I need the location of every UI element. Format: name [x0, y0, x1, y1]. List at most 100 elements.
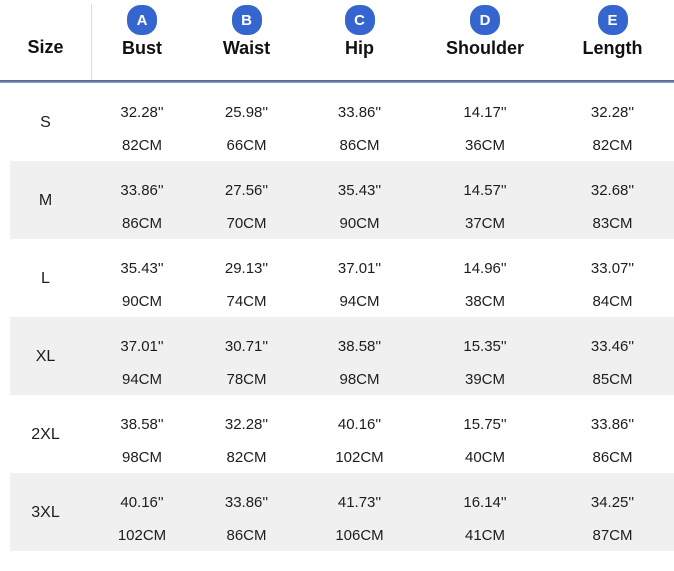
waist-cell: 27.56'' 70CM — [193, 161, 300, 240]
value-cm: 82CM — [121, 137, 162, 154]
value-inches: 38.58'' — [337, 338, 382, 355]
shoulder-cell: 14.57'' 37CM — [419, 161, 551, 240]
value-inches: 32.28'' — [120, 104, 164, 121]
bust-cell: 32.28'' 82CM — [91, 83, 193, 162]
value-inches: 33.86'' — [120, 182, 164, 199]
hip-cell: 37.01'' 94CM — [300, 239, 419, 318]
shoulder-cell: 16.14'' 41CM — [419, 473, 551, 552]
size-label: S — [40, 113, 51, 131]
column-header-length: E Length — [551, 0, 674, 80]
size-header-label: Size — [27, 36, 64, 57]
waist-cell: 29.13'' 74CM — [193, 239, 300, 318]
value-cm: 86CM — [226, 527, 267, 544]
waist-cell: 32.28'' 82CM — [193, 395, 300, 474]
length-cell: 34.25'' 87CM — [551, 473, 674, 552]
value-cm: 74CM — [226, 293, 267, 310]
value-cm: 66CM — [226, 137, 267, 154]
value-cm: 40CM — [464, 449, 505, 466]
value-cm: 39CM — [464, 371, 505, 388]
value-cm: 36CM — [464, 137, 505, 154]
table-row-m: M 33.86'' 86CM 27.56'' 70CM 35.43'' 90CM… — [0, 161, 674, 239]
bust-cell: 33.86'' 86CM — [91, 161, 193, 240]
value-cm: 90CM — [339, 215, 380, 232]
value-inches: 35.43'' — [337, 182, 382, 199]
size-column-divider — [91, 4, 92, 80]
length-cell: 32.28'' 82CM — [551, 83, 674, 162]
shoulder-cell: 14.17'' 36CM — [419, 83, 551, 162]
value-cm: 84CM — [592, 293, 633, 310]
value-inches: 33.86'' — [590, 416, 635, 433]
size-chart-header: Size A Bust B Waist C Hip D Shoulder E L… — [0, 0, 674, 80]
value-cm: 90CM — [121, 293, 162, 310]
value-inches: 30.71'' — [224, 338, 269, 355]
size-label: L — [41, 269, 50, 287]
waist-cell: 33.86'' 86CM — [193, 473, 300, 552]
size-label: 3XL — [31, 503, 60, 521]
length-cell: 33.46'' 85CM — [551, 317, 674, 396]
size-label: 2XL — [31, 425, 60, 443]
letter-e-badge-icon: E — [597, 5, 628, 35]
value-cm: 98CM — [339, 371, 380, 388]
value-cm: 38CM — [464, 293, 505, 310]
value-cm: 41CM — [464, 527, 505, 544]
table-row-xl: XL 37.01'' 94CM 30.71'' 78CM 38.58'' 98C… — [0, 317, 674, 395]
table-row-l: L 35.43'' 90CM 29.13'' 74CM 37.01'' 94CM… — [0, 239, 674, 317]
value-inches: 25.98'' — [224, 104, 269, 121]
table-row-2xl: 2XL 38.58'' 98CM 32.28'' 82CM 40.16'' 10… — [0, 395, 674, 473]
value-cm: 102CM — [117, 527, 167, 544]
size-column-header: Size — [0, 0, 91, 80]
value-cm: 102CM — [335, 449, 384, 466]
value-inches: 33.07'' — [590, 260, 635, 277]
bust-header-label: Bust — [122, 38, 162, 58]
value-inches: 14.57'' — [463, 182, 507, 199]
value-inches: 32.68'' — [590, 182, 635, 199]
value-inches: 27.56'' — [224, 182, 269, 199]
header-separator-line — [0, 80, 674, 83]
value-cm: 82CM — [226, 449, 267, 466]
length-header-label: Length — [582, 38, 643, 58]
column-header-shoulder: D Shoulder — [419, 0, 551, 80]
length-cell: 32.68'' 83CM — [551, 161, 674, 240]
value-inches: 15.75'' — [463, 416, 507, 433]
value-inches: 29.13'' — [224, 260, 269, 277]
value-cm: 94CM — [339, 293, 380, 310]
hip-cell: 38.58'' 98CM — [300, 317, 419, 396]
column-header-waist: B Waist — [193, 0, 300, 80]
value-inches: 33.46'' — [590, 338, 635, 355]
value-inches: 16.14'' — [463, 494, 507, 511]
letter-b-badge-icon: B — [231, 5, 262, 35]
waist-cell: 30.71'' 78CM — [193, 317, 300, 396]
value-cm: 98CM — [121, 449, 162, 466]
value-cm: 94CM — [121, 371, 162, 388]
shoulder-header-label: Shoulder — [445, 38, 524, 58]
length-cell: 33.07'' 84CM — [551, 239, 674, 318]
value-inches: 37.01'' — [120, 338, 164, 355]
value-inches: 33.86'' — [224, 494, 269, 511]
value-inches: 15.35'' — [463, 338, 507, 355]
hip-cell: 35.43'' 90CM — [300, 161, 419, 240]
shoulder-cell: 14.96'' 38CM — [419, 239, 551, 318]
hip-cell: 41.73'' 106CM — [300, 473, 419, 552]
letter-d-badge-icon: D — [470, 5, 500, 35]
bust-cell: 37.01'' 94CM — [91, 317, 193, 396]
value-inches: 41.73'' — [337, 494, 382, 511]
value-inches: 38.58'' — [120, 416, 164, 433]
value-cm: 86CM — [339, 137, 380, 154]
hip-header-label: Hip — [345, 38, 374, 58]
column-header-hip: C Hip — [300, 0, 419, 80]
value-inches: 37.01'' — [337, 260, 382, 277]
shoulder-cell: 15.75'' 40CM — [419, 395, 551, 474]
hip-cell: 33.86'' 86CM — [300, 83, 419, 162]
bust-cell: 35.43'' 90CM — [91, 239, 193, 318]
value-cm: 37CM — [464, 215, 505, 232]
value-inches: 14.96'' — [463, 260, 507, 277]
column-header-bust: A Bust — [91, 0, 193, 80]
value-cm: 82CM — [592, 137, 633, 154]
length-cell: 33.86'' 86CM — [551, 395, 674, 474]
value-inches: 34.25'' — [590, 494, 635, 511]
hip-cell: 40.16'' 102CM — [300, 395, 419, 474]
waist-cell: 25.98'' 66CM — [193, 83, 300, 162]
bust-cell: 38.58'' 98CM — [91, 395, 193, 474]
waist-header-label: Waist — [222, 38, 271, 58]
